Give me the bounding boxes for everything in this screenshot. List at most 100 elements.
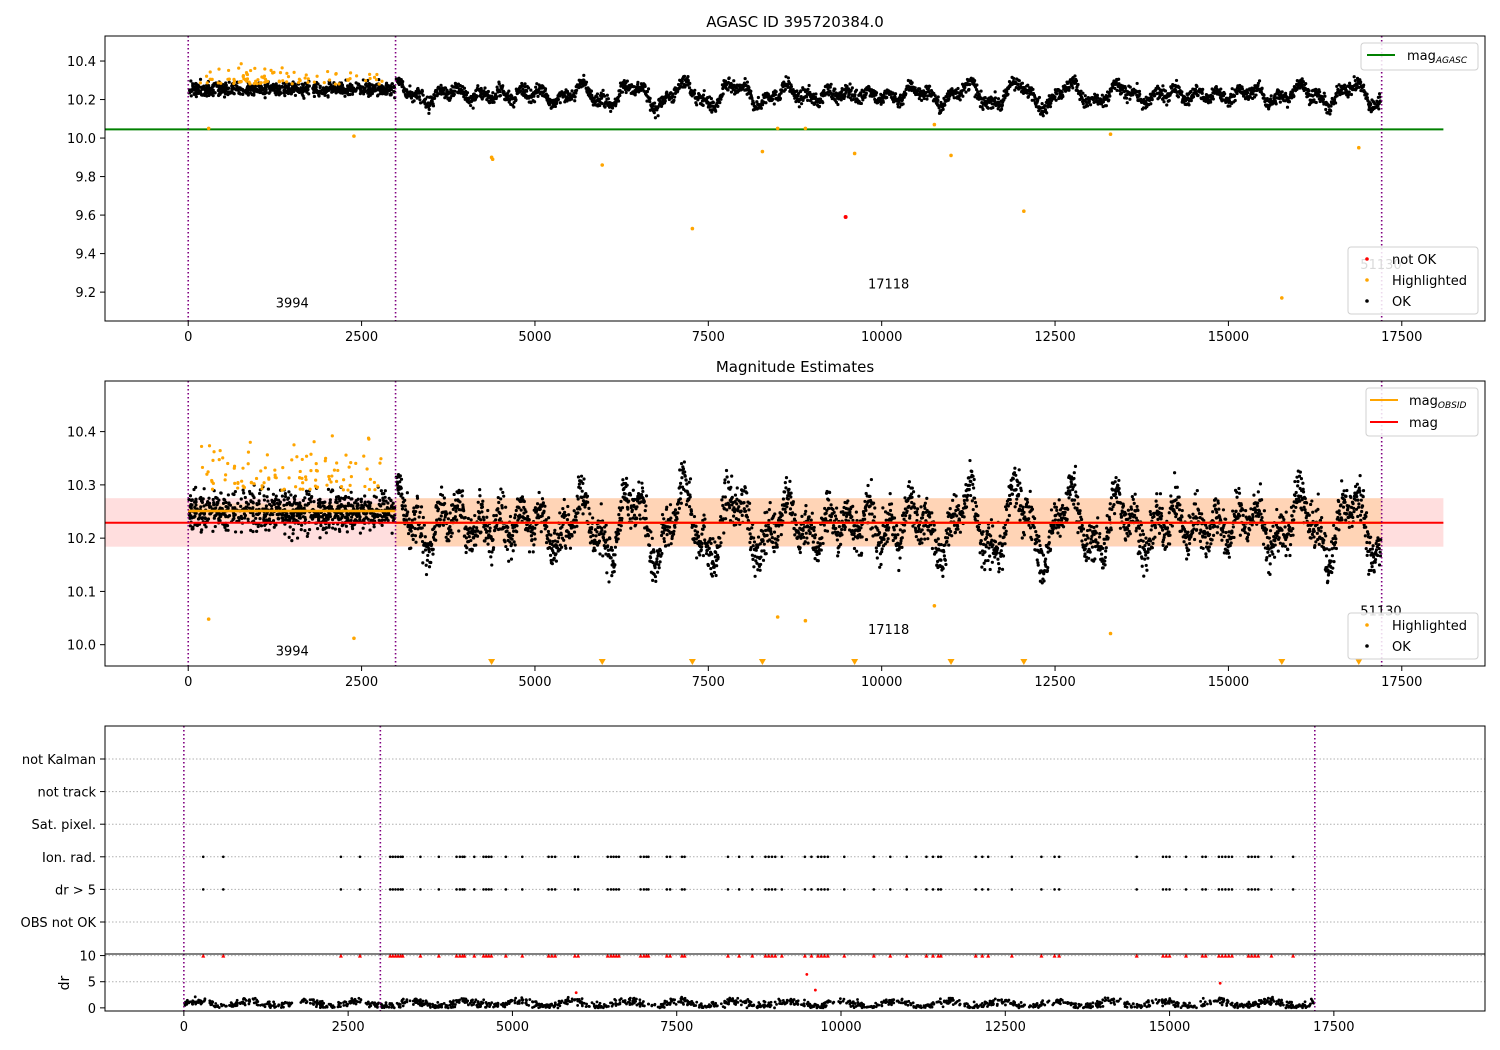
data-point-highlighted: [301, 487, 305, 491]
data-point-highlighted: [304, 73, 308, 77]
data-point-ok: [411, 525, 415, 529]
data-point-ok: [574, 88, 579, 93]
data-point-ok: [258, 517, 262, 521]
data-point-ok: [222, 95, 227, 99]
data-point-ok: [443, 501, 447, 506]
data-point-ok: [636, 80, 640, 84]
data-point-ok: [506, 525, 510, 529]
data-point-ok: [295, 85, 299, 90]
data-point-ok: [343, 94, 347, 98]
data-point-highlighted: [232, 81, 236, 86]
data-point-ok: [257, 84, 261, 89]
data-point-ok: [249, 528, 253, 532]
data-point-ok: [633, 93, 637, 97]
data-point-highlighted: [265, 453, 269, 457]
data-point-ok: [947, 97, 951, 101]
data-point-ok: [863, 95, 867, 99]
data-point-ok: [318, 536, 322, 540]
data-point-ok: [797, 105, 801, 109]
data-point-ok: [283, 494, 288, 499]
data-point-ok: [313, 515, 317, 519]
data-point-highlighted: [760, 149, 765, 154]
data-point-ok: [303, 517, 308, 522]
data-point-ok: [558, 101, 562, 105]
data-point-highlighted: [346, 488, 350, 492]
data-point-highlighted: [223, 478, 227, 482]
data-point-ok: [270, 498, 274, 502]
data-point-ok: [1054, 98, 1058, 102]
data-point-ok: [276, 516, 280, 521]
data-point-highlighted: [315, 74, 319, 78]
data-point-ok: [242, 491, 246, 495]
data-point-ok: [1061, 94, 1065, 99]
data-point-ok: [194, 94, 198, 99]
data-point-highlighted: [348, 483, 352, 487]
data-point-ok: [442, 518, 446, 522]
data-point-ok: [454, 509, 458, 513]
data-point-ok: [548, 553, 553, 557]
data-point-ok: [574, 518, 578, 523]
data-point-ok: [371, 84, 375, 88]
data-point-highlighted: [323, 459, 327, 463]
data-point-ok: [1322, 91, 1326, 95]
data-point-ok: [956, 86, 960, 91]
data-point-ok: [239, 497, 243, 501]
data-point-ok: [549, 533, 553, 537]
data-point-ok: [1107, 91, 1111, 95]
data-point-highlighted: [219, 81, 223, 85]
data-point-ok: [745, 80, 749, 84]
data-point-ok: [328, 498, 332, 502]
data-point-ok: [749, 89, 753, 93]
data-point-ok: [205, 83, 209, 87]
data-point-ok: [893, 92, 898, 96]
data-point-ok: [267, 85, 271, 89]
data-point-ok: [734, 86, 739, 90]
data-point-highlighted: [260, 487, 264, 491]
data-point-ok: [578, 486, 582, 490]
data-point-ok: [710, 110, 714, 114]
data-point-highlighted: [273, 475, 277, 479]
data-point-highlighted: [690, 226, 695, 231]
x-tick-label: 15000: [1208, 330, 1249, 345]
data-point-ok: [578, 507, 582, 511]
data-point-ok: [532, 543, 536, 547]
data-point-ok: [414, 92, 419, 96]
data-point-ok: [431, 547, 435, 551]
data-point-ok: [1137, 89, 1142, 93]
data-point-highlighted: [216, 81, 220, 85]
data-point-ok: [383, 489, 387, 493]
data-point-highlighted: [327, 477, 332, 481]
data-point-ok: [601, 88, 605, 92]
data-point-ok: [1321, 97, 1326, 101]
data-point-ok: [437, 92, 441, 96]
data-point-ok: [1161, 84, 1165, 88]
data-point-ok: [648, 99, 652, 104]
data-point-ok: [1246, 97, 1251, 101]
data-point-ok: [581, 512, 585, 516]
data-point-ok: [793, 96, 797, 100]
data-point-ok: [385, 85, 390, 89]
data-point-ok: [462, 509, 466, 513]
data-point-ok: [716, 104, 720, 108]
data-point-ok: [732, 79, 736, 83]
data-point-ok: [1245, 88, 1249, 92]
data-point-ok: [941, 107, 945, 111]
data-point-ok: [241, 488, 245, 492]
data-point-ok: [414, 540, 418, 544]
data-point-ok: [282, 498, 286, 502]
data-point-ok: [263, 85, 268, 89]
data-point-highlighted: [367, 437, 371, 441]
data-point-ok: [268, 513, 272, 517]
data-point-ok: [1080, 96, 1084, 100]
data-point-ok: [206, 499, 210, 504]
data-point-ok: [319, 515, 323, 519]
data-point-ok: [963, 85, 967, 90]
data-point-highlighted: [330, 434, 334, 438]
data-point-highlighted: [218, 449, 222, 453]
data-point-ok: [399, 486, 403, 490]
data-point-ok: [1219, 87, 1223, 91]
data-point-ok: [452, 492, 456, 497]
data-point-ok: [198, 496, 203, 500]
data-point-ok: [570, 89, 574, 93]
data-point-ok: [538, 507, 542, 511]
